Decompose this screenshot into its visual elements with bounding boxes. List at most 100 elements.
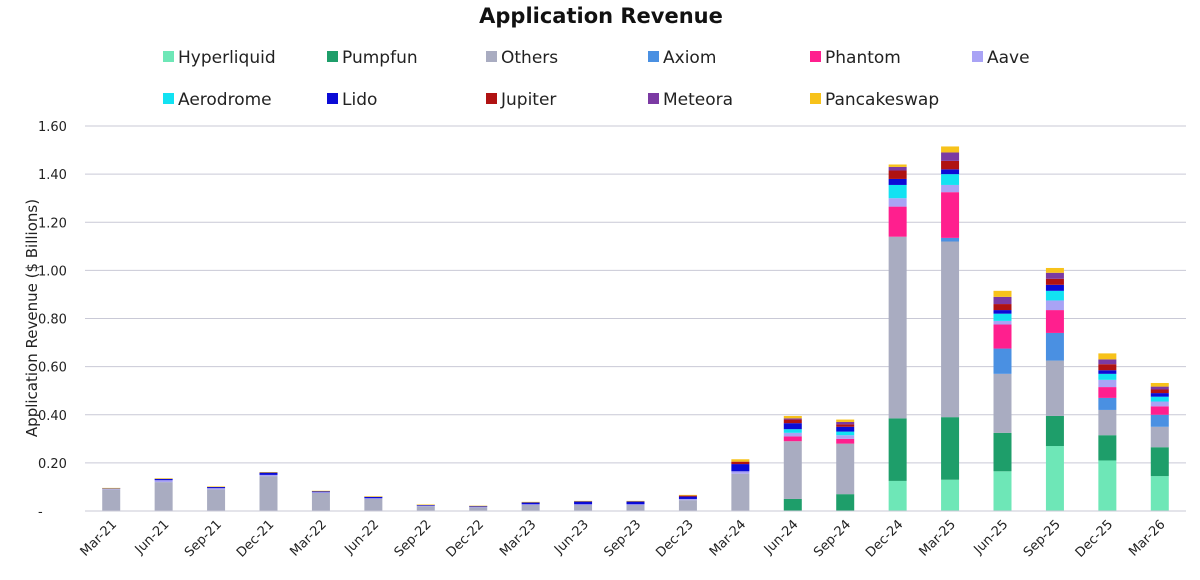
bar-segment-pumpfun-jun-24 — [783, 498, 802, 511]
bar-segment-phantom-jun-24 — [783, 436, 802, 442]
bar-segment-aave-dec-24 — [888, 198, 907, 207]
legend-label: Meteora — [663, 90, 733, 110]
bar-segment-pancakeswap-jun-21 — [154, 478, 173, 479]
legend: Hyperliquid Pumpfun Others Axiom Phantom Aave… — [163, 48, 1030, 110]
bar-segment-aerodrome-dec-25 — [1098, 373, 1117, 380]
bar-segment-pumpfun-mar-26 — [1150, 447, 1169, 477]
legend-label: Hyperliquid — [178, 48, 276, 68]
bar-segment-others-jun-21 — [154, 482, 173, 511]
bar-segment-aave-dec-22 — [469, 506, 488, 508]
x-tick-label: Jun-24 — [761, 517, 802, 558]
bar-segment-others-sep-25 — [1045, 360, 1064, 416]
legend-swatch — [327, 93, 338, 104]
bar-segment-jupiter-sep-24 — [836, 424, 855, 427]
bar-segment-jupiter-dec-25 — [1098, 364, 1117, 371]
bar-segment-pumpfun-sep-24 — [836, 494, 855, 511]
x-tick-label: Dec-21 — [234, 517, 277, 560]
bar-segment-pancakeswap-mar-22 — [311, 490, 330, 492]
bar-segment-aerodrome-sep-25 — [1045, 290, 1064, 301]
x-tick-label: Dec-23 — [653, 517, 696, 560]
legend-label: Aave — [987, 48, 1030, 68]
bar-segment-pancakeswap-mar-23 — [521, 501, 540, 503]
bar-segment-others-sep-22 — [416, 506, 435, 511]
bar-segment-meteora-mar-26 — [1150, 386, 1169, 390]
bar-segment-aave-jun-23 — [574, 504, 593, 505]
bar-segment-aerodrome-mar-25 — [941, 174, 960, 185]
bar-segment-meteora-dec-24 — [888, 166, 907, 171]
legend-item-aerodrome: Aerodrome — [163, 90, 272, 110]
bar-segment-jupiter-jun-24 — [783, 419, 802, 424]
bar-segment-pancakeswap-sep-25 — [1045, 267, 1064, 273]
legend-item-axiom: Axiom — [648, 48, 716, 68]
bar-segment-aave-dec-25 — [1098, 379, 1117, 388]
x-tick-label: Sep-22 — [392, 517, 435, 560]
bar-segment-phantom-sep-24 — [836, 438, 855, 444]
legend-item-pumpfun: Pumpfun — [327, 48, 418, 68]
bars — [102, 146, 1169, 511]
bar-segment-aave-sep-25 — [1045, 300, 1064, 311]
x-tick-label: Jun-23 — [551, 517, 592, 558]
bar-segment-pancakeswap-jun-23 — [574, 500, 593, 502]
bar-segment-lido-mar-26 — [1150, 393, 1169, 397]
bar-segment-lido-mar-22 — [311, 491, 330, 493]
bar-segment-aave-mar-22 — [311, 492, 330, 493]
bar-segment-aave-dec-21 — [259, 474, 278, 477]
bar-segment-pumpfun-jun-25 — [993, 432, 1012, 472]
legend-item-others: Others — [486, 48, 558, 68]
y-tick-label: 0.60 — [38, 361, 67, 376]
bar-segment-lido-mar-23 — [521, 502, 540, 505]
x-tick-label: Sep-21 — [182, 517, 225, 560]
legend-label: Jupiter — [500, 90, 556, 110]
bar-segment-others-jun-24 — [783, 441, 802, 499]
legend-label: Axiom — [663, 48, 716, 68]
legend-label: Others — [501, 48, 558, 68]
bar-segment-others-jun-23 — [574, 504, 593, 511]
bar-segment-lido-mar-24 — [731, 464, 750, 472]
bar-segment-lido-jun-23 — [574, 501, 593, 505]
x-tick-label: Dec-24 — [863, 517, 906, 560]
bar-segment-aave-jun-25 — [993, 320, 1012, 325]
bar-segment-aave-sep-23 — [626, 504, 645, 505]
legend-swatch — [810, 93, 821, 104]
x-tick-label: Jun-25 — [971, 517, 1012, 558]
bar-segment-phantom-jun-25 — [993, 324, 1012, 349]
bar-segment-lido-dec-25 — [1098, 370, 1117, 374]
bar-segment-lido-jun-21 — [154, 478, 173, 481]
bar-segment-others-mar-26 — [1150, 426, 1169, 448]
bar-segment-hyperliquid-dec-25 — [1098, 460, 1117, 511]
bar-segment-pumpfun-sep-25 — [1045, 415, 1064, 447]
legend-label: Pancakeswap — [825, 90, 939, 110]
bar-segment-lido-sep-25 — [1045, 284, 1064, 291]
bar-segment-jupiter-mar-24 — [731, 461, 750, 465]
bar-segment-aave-mar-24 — [731, 471, 750, 474]
bar-segment-aave-jun-24 — [783, 432, 802, 437]
bar-segment-axiom-sep-25 — [1045, 332, 1064, 361]
bar-segment-lido-dec-21 — [259, 472, 278, 475]
bar-segment-pancakeswap-jun-24 — [783, 415, 802, 419]
legend-item-hyperliquid: Hyperliquid — [163, 48, 276, 68]
bar-segment-others-mar-21 — [102, 489, 121, 511]
legend-swatch — [648, 93, 659, 104]
bar-segment-pancakeswap-mar-24 — [731, 459, 750, 462]
legend-swatch — [972, 51, 983, 62]
bar-segment-others-dec-21 — [259, 476, 278, 511]
bar-segment-lido-mar-25 — [941, 169, 960, 175]
y-tick-label: - — [38, 505, 43, 520]
bar-segment-meteora-sep-24 — [836, 421, 855, 425]
bar-segment-aave-mar-25 — [941, 184, 960, 193]
x-axis-ticks: Mar-21 Jun-21 Sep-21 Dec-21 Mar-22 Jun-22 Sep-… — [78, 517, 1169, 560]
bar-segment-others-mar-23 — [521, 504, 540, 511]
y-tick-label: 1.20 — [38, 216, 67, 231]
gridlines — [85, 125, 1186, 464]
bar-segment-lido-sep-22 — [416, 504, 435, 506]
bar-segment-hyperliquid-mar-26 — [1150, 476, 1169, 511]
bar-segment-aerodrome-jun-24 — [783, 429, 802, 433]
bar-segment-pancakeswap-mar-26 — [1150, 382, 1169, 387]
bar-segment-jupiter-dec-24 — [888, 170, 907, 179]
bar-segment-aave-jun-21 — [154, 480, 173, 483]
bar-segment-aave-sep-24 — [836, 435, 855, 439]
legend-swatch — [648, 51, 659, 62]
x-tick-label: Sep-24 — [811, 517, 854, 560]
x-tick-label: Mar-23 — [497, 517, 539, 559]
